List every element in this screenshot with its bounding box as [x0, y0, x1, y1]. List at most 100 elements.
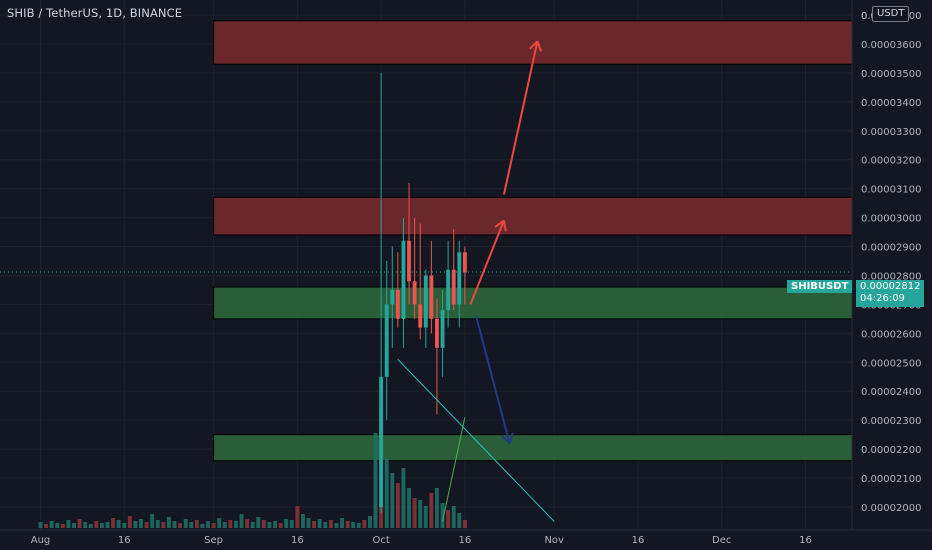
time-tick-label: Nov [544, 535, 564, 546]
currency-badge[interactable]: USDT [872, 6, 910, 22]
candle-body [407, 240, 411, 282]
candle-body [384, 304, 389, 377]
volume-bar [423, 506, 428, 528]
volume-bar [451, 506, 456, 528]
price-tick-label: 0.00003100 [861, 185, 921, 196]
candle-body [446, 269, 451, 311]
volume-bar [261, 520, 266, 528]
volume-bar [245, 519, 250, 528]
time-tick-label: 16 [118, 535, 131, 546]
volume-bar [161, 522, 166, 528]
volume-bar [83, 522, 88, 528]
volume-bars [38, 408, 467, 528]
volume-bar [60, 524, 65, 528]
volume-bar [88, 524, 93, 528]
time-axis-bg [0, 530, 932, 550]
arrow-head [502, 220, 507, 232]
price-tick-label: 0.00003300 [861, 127, 921, 138]
volume-bar [94, 521, 99, 528]
volume-bar [373, 433, 378, 528]
volume-bar [250, 522, 255, 528]
candle-countdown: 04:26:09 [860, 293, 905, 304]
trendline-cyan [397, 359, 555, 522]
volume-bar [111, 518, 116, 528]
volume-bar [306, 518, 311, 528]
volume-bar [390, 473, 395, 528]
volume-bar [395, 483, 400, 528]
price-tick-label: 0.00002400 [861, 387, 921, 398]
volume-bar [267, 522, 272, 528]
candles [379, 72, 467, 513]
volume-bar [222, 522, 227, 528]
volume-bar [289, 520, 294, 528]
volume-bar [127, 516, 132, 528]
volume-bar [150, 514, 155, 528]
volume-bar [340, 518, 344, 528]
candle-body [379, 376, 384, 507]
volume-bar [38, 522, 43, 528]
price-tick-label: 0.00002600 [861, 329, 921, 340]
volume-bar [122, 523, 127, 528]
resistance-zone [213, 20, 853, 65]
volume-bar [194, 520, 199, 528]
arrow-shaft [502, 40, 539, 195]
price-tick-label-top: 0.0 [861, 11, 877, 22]
volume-bar [384, 458, 389, 528]
volume-bar [457, 513, 462, 528]
arrow-head [529, 40, 539, 50]
volume-bar [256, 517, 261, 528]
volume-bar [228, 520, 233, 528]
candle-body [390, 289, 395, 305]
price-tick-label: 0.00002500 [861, 358, 921, 369]
time-tick-label: Dec [712, 535, 731, 546]
volume-bar [401, 468, 406, 528]
volume-bar [200, 524, 205, 528]
price-tick-label: 0.00002200 [861, 445, 921, 456]
volume-bar [105, 522, 110, 528]
support-zone [213, 286, 853, 320]
volume-bar [284, 519, 289, 528]
price-tick-label: 0.00003400 [861, 98, 921, 109]
volume-bar [55, 523, 60, 528]
support-zone [213, 434, 853, 462]
volume-bar [412, 498, 417, 528]
volume-bar [278, 523, 283, 528]
volume-bar [418, 500, 423, 528]
volume-bar [312, 521, 317, 528]
arrow-head [500, 435, 511, 445]
symbol-title: SHIB / TetherUS, 1D, BINANCE [7, 6, 183, 20]
volume-bar [323, 522, 328, 528]
price-tick-label: 0.00003000 [861, 214, 921, 225]
volume-bar [77, 519, 82, 528]
candle-body [462, 252, 467, 273]
volume-bar [133, 521, 138, 528]
arrow-shaft [469, 220, 505, 305]
volume-bar [429, 493, 434, 528]
volume-bar [239, 514, 244, 528]
candle-body [457, 252, 462, 305]
volume-bar [155, 520, 160, 528]
volume-bar [362, 520, 367, 528]
time-tick-label: Oct [372, 535, 389, 546]
candle-body [429, 275, 434, 319]
volume-bar [345, 521, 350, 528]
volume-bar [172, 521, 177, 528]
candle-body [418, 304, 423, 328]
price-tick-label: 0.00002100 [861, 474, 921, 485]
volume-bar [273, 521, 277, 528]
trendline-green [442, 417, 466, 522]
volume-bar [367, 516, 372, 528]
volume-bar [166, 517, 171, 528]
volume-bar [407, 488, 411, 528]
volume-bar [44, 524, 49, 528]
price-axis-bg [852, 0, 932, 550]
volume-bar [72, 523, 76, 528]
volume-bar [440, 503, 445, 528]
candle-body [412, 281, 417, 305]
arrow-head [508, 432, 514, 444]
last-price-tag: 0.00002812 04:26:09 [856, 280, 924, 307]
candle-body [395, 289, 400, 319]
volume-bar [317, 519, 322, 528]
